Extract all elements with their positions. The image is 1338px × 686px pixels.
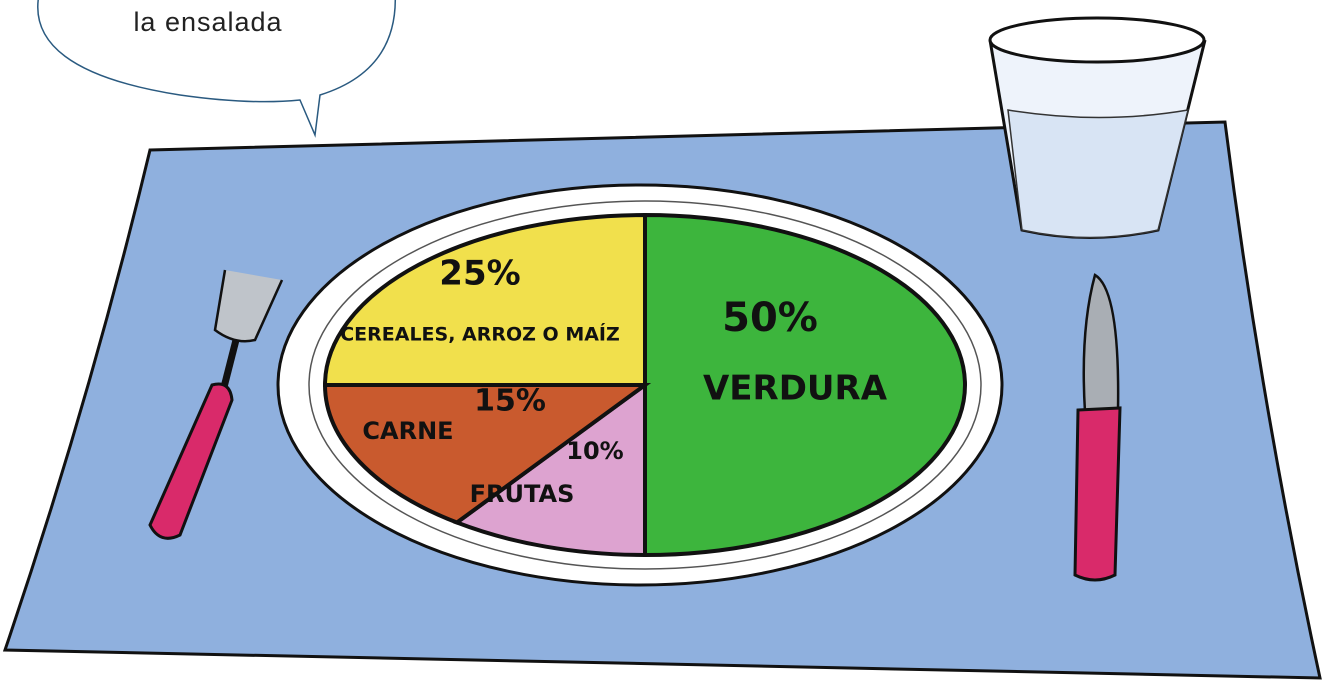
value-label: 15% <box>474 384 546 419</box>
value-label: 25% <box>439 254 520 294</box>
illustration: la ensalada 50% VERDURA 10% FRUTAS 15% CARNE 2… <box>0 0 1338 686</box>
value-label: 50% <box>722 295 818 341</box>
slice-label: CEREALES, ARROZ O MAÍZ <box>340 323 620 346</box>
bubble-text: la ensalada <box>133 7 282 37</box>
slice-label: FRUTAS <box>470 480 575 508</box>
slice-label: CARNE <box>362 417 453 445</box>
value-label: 10% <box>566 437 623 465</box>
pie: 50% VERDURA 10% FRUTAS 15% CARNE 25% CEREALES, … <box>325 215 965 555</box>
slice-label: VERDURA <box>703 369 888 409</box>
